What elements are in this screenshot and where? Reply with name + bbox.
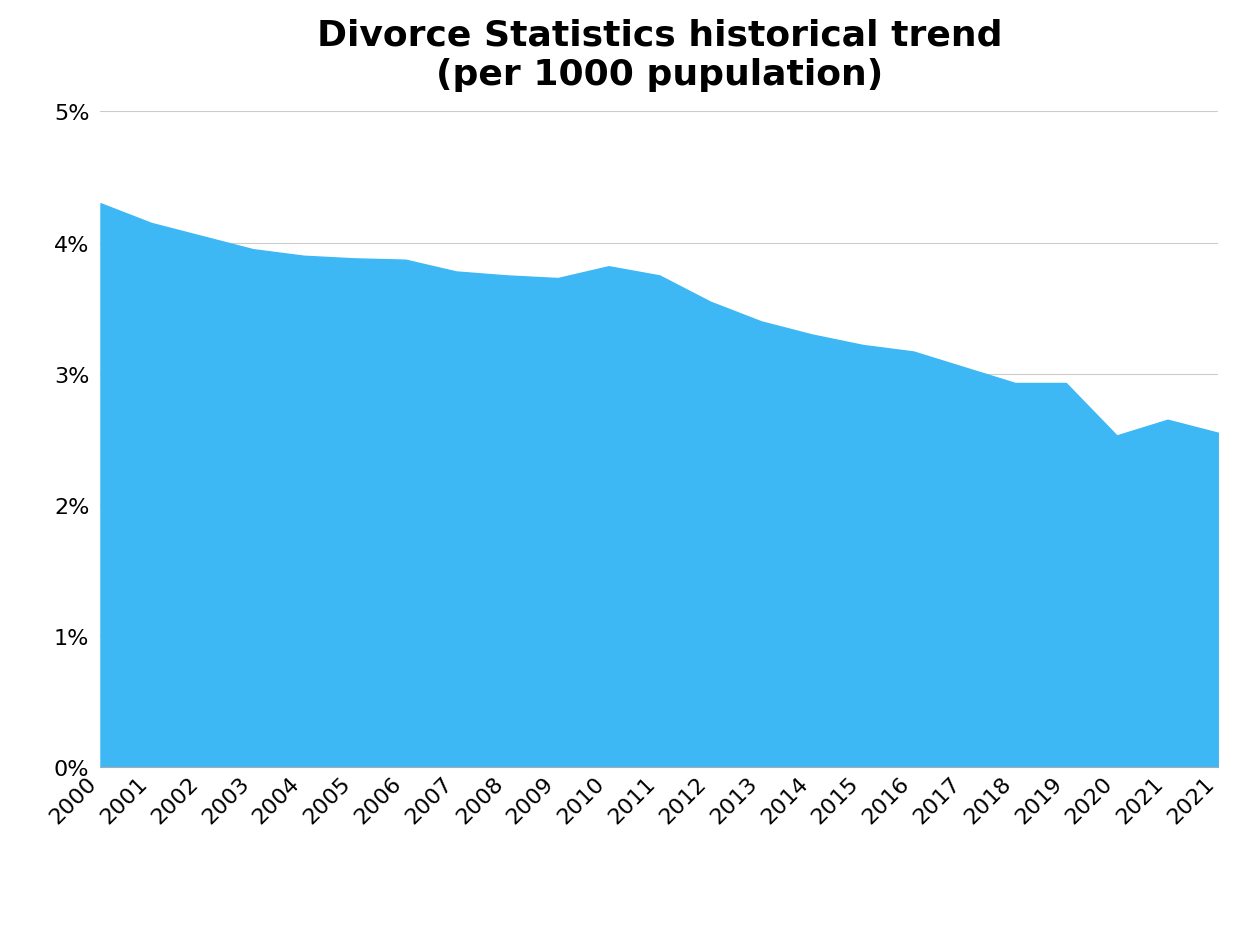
Title: Divorce Statistics historical trend
(per 1000 pupulation): Divorce Statistics historical trend (per…: [317, 18, 1002, 92]
